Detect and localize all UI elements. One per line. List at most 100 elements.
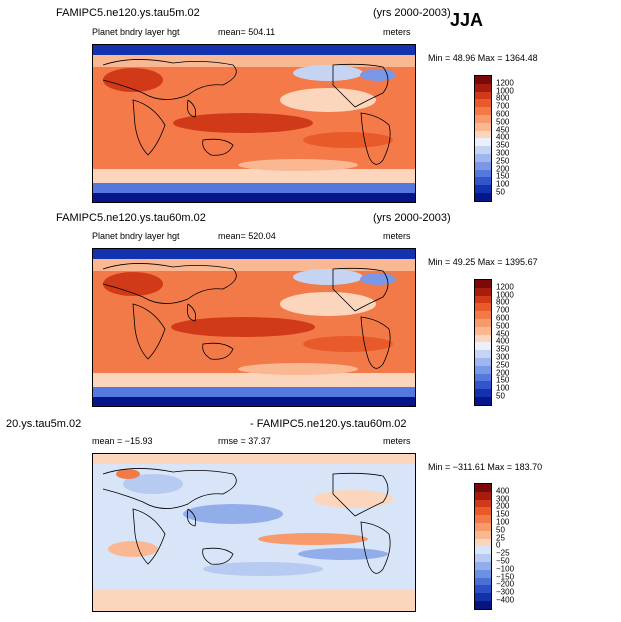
colorbar-swatch	[475, 342, 491, 351]
colorbar-swatch	[475, 177, 491, 186]
colorbar-tick-label: 25	[496, 533, 505, 543]
colorbar-swatch	[475, 161, 491, 170]
colorbar-tick-label: 350	[496, 344, 510, 354]
colorbar-tick-label: 250	[496, 360, 510, 370]
colorbar-swatch	[475, 326, 491, 335]
colorbar-swatch	[475, 396, 491, 405]
panel2-case-title: FAMIPC5.ne120.ys.tau60m.02	[56, 212, 206, 224]
panel3-case-left: 20.ys.tau5m.02	[6, 418, 82, 430]
colorbar-swatch	[475, 515, 491, 523]
panel1-minmax: Min = 48.96 Max = 1364.48	[428, 53, 538, 63]
panel3-mean: mean = −15.93	[92, 436, 153, 446]
colorbar-tick-label: 200	[496, 501, 510, 511]
colorbar-swatch	[475, 507, 491, 516]
colorbar-tick-label: 1200	[496, 282, 514, 292]
colorbar-swatch	[475, 522, 491, 531]
colorbar-swatch	[475, 153, 491, 162]
colorbar-tick-label: 50	[496, 187, 505, 197]
colorbar-tick-label: 800	[496, 93, 510, 103]
colorbar-tick-label: 100	[496, 517, 510, 527]
colorbar-tick-label: 500	[496, 321, 510, 331]
colorbar-tick-label: 300	[496, 352, 510, 362]
colorbar-swatch	[475, 280, 491, 288]
colorbar-swatch	[475, 303, 491, 312]
colorbar-tick-label: 700	[496, 101, 510, 111]
colorbar-tick-label: 600	[496, 109, 510, 119]
colorbar-swatch	[475, 169, 491, 178]
colorbar-swatch	[475, 600, 491, 609]
colorbar-tick-label: −100	[496, 564, 515, 574]
colorbar-swatch	[475, 350, 491, 358]
colorbar-tick-label: −300	[496, 587, 515, 597]
panel2-variable: Planet bndry layer hgt	[92, 231, 180, 241]
colorbar-tick-label: 450	[496, 125, 510, 135]
colorbar-tick-label: −150	[496, 572, 515, 582]
panel1-case-title: FAMIPC5.ne120.ys.tau5m.02	[56, 7, 200, 19]
colorbar-tick-label: −25	[496, 548, 510, 558]
panel2-map	[92, 248, 416, 407]
colorbar-tick-label: 1000	[496, 290, 514, 300]
panel1-years: (yrs 2000-2003)	[373, 7, 451, 19]
colorbar-tick-label: 400	[496, 336, 510, 346]
colorbar-swatch	[475, 491, 491, 500]
colorbar-tick-label: 300	[496, 494, 510, 504]
colorbar-swatch	[475, 91, 491, 100]
colorbar-swatch	[475, 318, 491, 327]
colorbar-swatch	[475, 192, 491, 201]
colorbar-tick-label: 450	[496, 329, 510, 339]
panel2-mean: mean= 520.04	[218, 231, 276, 241]
colorbar-tick-label: 400	[496, 486, 510, 496]
colorbar-tick-label: 100	[496, 383, 510, 393]
colorbar-swatch	[475, 130, 491, 139]
colorbar-tick-label: 150	[496, 375, 510, 385]
colorbar-tick-label: 50	[496, 391, 505, 401]
colorbar-swatch	[475, 546, 491, 555]
colorbar-tick-label: 600	[496, 313, 510, 323]
colorbar-swatch	[475, 138, 491, 147]
colorbar-tick-label: 250	[496, 156, 510, 166]
colorbar-tick-label: 1200	[496, 78, 514, 88]
colorbar-swatch	[475, 295, 491, 304]
panel2-minmax: Min = 49.25 Max = 1395.67	[428, 257, 538, 267]
colorbar-swatch	[475, 577, 491, 586]
colorbar-tick-label: 350	[496, 140, 510, 150]
panel1-mean: mean= 504.11	[218, 27, 276, 37]
colorbar-swatch	[475, 569, 491, 578]
colorbar-tick-label: 50	[496, 525, 505, 535]
colorbar-swatch	[475, 114, 491, 123]
colorbar-tick-label: 500	[496, 117, 510, 127]
colorbar-swatch	[475, 99, 491, 108]
panel3-map	[92, 453, 416, 612]
colorbar-tick-label: −50	[496, 556, 510, 566]
colorbar-swatch	[475, 530, 491, 539]
season-label: JJA	[450, 10, 484, 30]
colorbar-swatch	[475, 311, 491, 319]
panel1-variable: Planet bndry layer hgt	[92, 27, 180, 37]
colorbar-tick-label: 700	[496, 305, 510, 315]
panel1-units: meters	[383, 27, 411, 37]
colorbar-swatch	[475, 593, 491, 601]
panel3-case-right: - FAMIPC5.ne120.ys.tau60m.02	[250, 418, 407, 430]
colorbar-swatch	[475, 83, 491, 92]
panel3-rmse: rmse = 37.37	[218, 436, 271, 446]
panel3-units: meters	[383, 436, 411, 446]
colorbar-swatch	[475, 122, 491, 131]
colorbar-tick-label: 200	[496, 368, 510, 378]
colorbar-swatch	[475, 357, 491, 366]
colorbar-swatch	[475, 585, 491, 594]
colorbar-swatch	[475, 561, 491, 570]
colorbar-swatch	[475, 287, 491, 296]
panel1-map	[92, 44, 416, 203]
colorbar-tick-label: 150	[496, 171, 510, 181]
colorbar-tick-label: 800	[496, 297, 510, 307]
panel2-colorbar	[474, 279, 492, 406]
colorbar-swatch	[475, 554, 491, 562]
colorbar-tick-label: 400	[496, 132, 510, 142]
colorbar-tick-label: 300	[496, 148, 510, 158]
colorbar-tick-label: −400	[496, 595, 515, 605]
panel3-minmax: Min = −311.61 Max = 183.70	[428, 462, 543, 472]
panel2-units: meters	[383, 231, 411, 241]
colorbar-swatch	[475, 373, 491, 382]
colorbar-swatch	[475, 146, 491, 154]
colorbar-swatch	[475, 107, 491, 115]
